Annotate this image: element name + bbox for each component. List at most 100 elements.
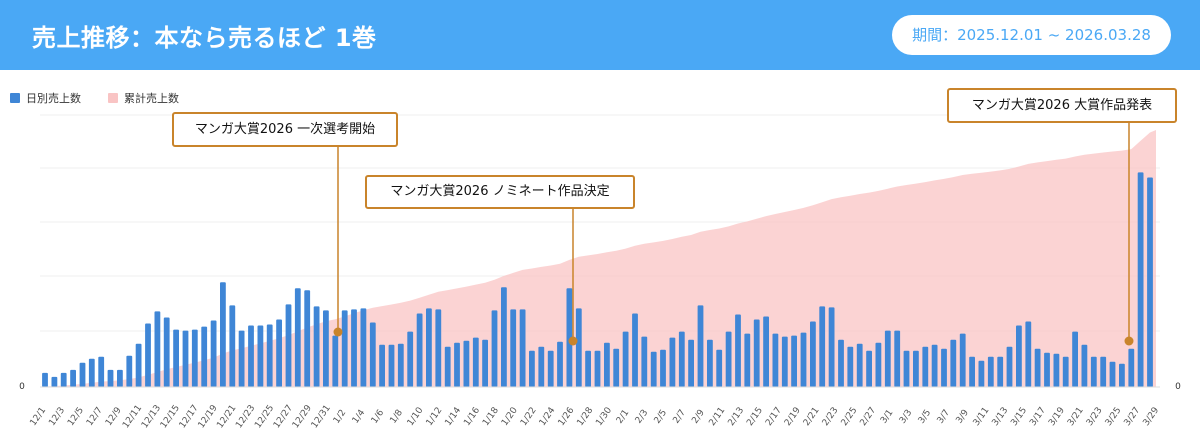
daily-bar [632,313,638,387]
daily-bar [650,351,657,387]
x-tick-label: 3/21 [1066,406,1086,428]
daily-bar [725,331,732,387]
daily-bar [819,306,826,387]
daily-bar [341,310,348,387]
daily-bar [1090,356,1097,387]
daily-bar [688,339,694,387]
daily-bar [426,308,432,387]
daily-bar [220,282,226,387]
daily-bar [941,348,947,387]
x-tick-label: 1/14 [443,405,463,428]
daily-bar [135,343,142,387]
daily-bar [613,348,620,387]
daily-bar [997,356,1004,387]
daily-bar [501,287,507,387]
daily-bar [622,331,629,387]
x-tick-label: 1/20 [500,405,520,428]
daily-bar [856,343,863,387]
daily-bar [313,306,320,387]
x-tick-label: 3/15 [1009,406,1029,428]
x-tick-label: 3/7 [936,408,952,426]
x-tick-label: 12/31 [310,403,333,430]
daily-bar [913,350,919,387]
daily-bar [1062,356,1069,387]
x-tick-label: 1/18 [481,405,501,428]
daily-bar [1006,346,1013,387]
daily-bar [669,337,676,387]
legend-label-cumulative: 累計売上数 [124,91,179,105]
x-tick-label: 2/15 [745,406,765,428]
daily-bar [735,314,741,387]
x-tick-label: 3/9 [955,408,972,426]
daily-bar [753,319,760,387]
daily-bar [51,376,58,387]
daily-bar [145,323,151,387]
daily-bar [98,356,105,387]
daily-bar [60,372,67,387]
daily-bar [566,288,573,387]
daily-bar [931,344,938,387]
y-left-tick-label: 0 [19,382,25,392]
daily-bar [42,372,48,387]
daily-bar [266,324,273,387]
daily-bar [407,331,414,387]
daily-bar [519,309,526,387]
x-tick-label: 2/17 [764,406,784,428]
legend-swatch-cumulative [108,93,118,103]
legend-label-daily: 日別売上数 [26,92,81,105]
daily-bar [173,329,179,387]
daily-bar [697,305,704,387]
daily-bar [397,343,404,387]
annotation-label: マンガ大賞2026 一次選考開始 [194,122,376,137]
daily-bar [285,304,292,387]
page-title: 売上推移：本なら売るほど 1巻 [32,24,377,52]
daily-bar [575,308,582,387]
daily-bar [1109,361,1116,387]
daily-bar [1016,325,1022,387]
daily-bar [210,320,217,387]
annotation-callout: マンガ大賞2026 ノミネート作品決定 [365,175,635,209]
x-tick-label: 2/19 [783,405,803,428]
x-tick-label: 1/24 [538,405,558,428]
x-tick-label: 1/6 [370,408,387,426]
annotation-label: マンガ大賞2026 大賞作品発表 [971,98,1153,113]
x-tick-label: 12/7 [85,406,105,428]
daily-bar [229,305,236,387]
daily-bar [1128,348,1135,387]
daily-bar [1081,344,1088,387]
daily-bar [126,355,133,387]
daily-bar [800,332,807,387]
annotation-label: マンガ大賞2026 ノミネート作品決定 [390,184,610,199]
daily-bar [491,310,498,387]
daily-bar [117,369,123,387]
daily-bar [641,336,648,387]
daily-bar [707,339,713,387]
x-tick-label: 3/13 [991,406,1011,428]
daily-bar [1100,356,1107,387]
daily-bar [257,325,264,387]
daily-bar [894,330,901,387]
x-tick-label: 1/22 [519,406,539,428]
x-tick-label: 2/21 [802,406,822,428]
daily-bar [332,335,339,387]
daily-bar [744,333,751,387]
y-right-tick-label: 0 [1175,382,1181,392]
daily-bar [294,288,301,387]
daily-bar [585,350,591,387]
x-tick-label: 2/1 [615,408,631,426]
x-tick-label: 3/25 [1104,406,1124,428]
x-tick-label: 3/29 [1141,405,1161,428]
x-tick-label: 1/12 [425,406,445,428]
sales-chart: 0 012/1 12/3 12/5 12/7 12/912/1112/1312/1512/… [10,91,1181,430]
x-tick-label: 2/13 [726,406,746,428]
daily-bar [987,356,994,387]
daily-bar [538,346,545,387]
daily-bar [847,346,854,387]
daily-bar [88,358,95,387]
daily-bar [1072,331,1078,387]
x-tick-label: 1/30 [594,405,614,428]
daily-bar [678,331,685,387]
daily-bar [884,330,891,387]
x-tick-label: 12/1 [28,406,48,428]
x-tick-label: 3/23 [1085,406,1105,428]
